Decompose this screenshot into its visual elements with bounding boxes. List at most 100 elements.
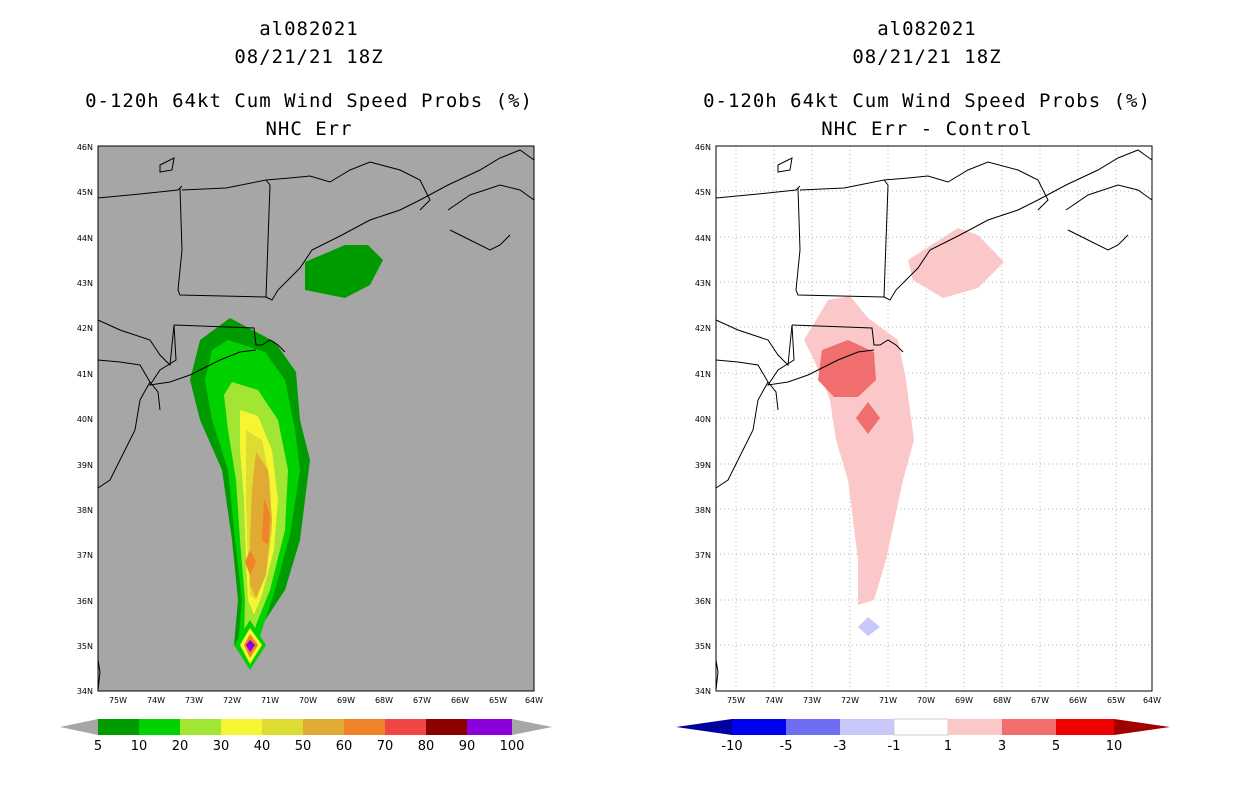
colorbar-label: 100 [500, 739, 525, 754]
map-subtitle: NHC Err - Control [821, 118, 1033, 140]
colorbar-segment [426, 719, 467, 735]
map-subtitle: NHC Err [265, 118, 353, 140]
lat-label: 41N [695, 370, 711, 379]
datetime: 08/21/21 18Z [234, 46, 384, 68]
lat-label: 36N [695, 597, 711, 606]
lat-label: 42N [695, 324, 711, 333]
lon-label: 64W [525, 696, 543, 705]
lon-label: 66W [451, 696, 469, 705]
coastlines [97, 149, 535, 691]
colorbar-segment [786, 719, 840, 735]
colorbar-label: 40 [254, 739, 271, 754]
colorbar-low-arrow [60, 719, 98, 735]
colorbar-label: 10 [1106, 739, 1123, 754]
lat-label: 39N [77, 461, 93, 470]
lat-label: 38N [77, 506, 93, 515]
colorbar-segment [139, 719, 180, 735]
lon-label: 72W [841, 696, 859, 705]
storm-id: al082021 [877, 18, 977, 40]
lat-label: 36N [77, 597, 93, 606]
lat-label: 37N [77, 551, 93, 560]
lat-label: 46N [77, 143, 93, 152]
map-background [98, 146, 534, 691]
map-svg: 46N 45N 44N 43N 42N 41N 40N 39N 38N 37N … [60, 143, 552, 754]
lat-label: 44N [77, 234, 93, 243]
lon-label: 68W [375, 696, 393, 705]
lat-label: 35N [77, 642, 93, 651]
colorbar-label: 5 [94, 739, 102, 754]
lat-label: 42N [77, 324, 93, 333]
probability-contours [190, 245, 383, 670]
latitude-labels: 46N 45N 44N 43N 42N 41N 40N 39N 38N 37N … [77, 143, 93, 696]
map-svg: 46N 45N 44N 43N 42N 41N 40N 39N 38N 37N … [676, 143, 1170, 754]
colorbar-low-arrow [676, 719, 732, 735]
lon-label: 74W [765, 696, 783, 705]
colorbar-high-arrow [1114, 719, 1170, 735]
colorbar-segment [732, 719, 786, 735]
longitude-labels: 75W 74W 73W 72W 71W 70W 69W 68W 67W 66W … [727, 696, 1161, 705]
lon-label: 71W [261, 696, 279, 705]
lat-label: 41N [77, 370, 93, 379]
colorbar-labels: -10 -5 -3 -1 1 3 5 10 [721, 739, 1122, 754]
colorbar-segment [1056, 719, 1114, 735]
lon-label: 69W [955, 696, 973, 705]
colorbar [676, 718, 1170, 736]
difference-contours [804, 228, 1004, 636]
colorbar-segment [180, 719, 221, 735]
lon-label: 65W [489, 696, 507, 705]
colorbar-segment [467, 719, 512, 735]
colorbar-label: 30 [213, 739, 230, 754]
colorbar-segment [840, 719, 894, 735]
lon-label: 65W [1107, 696, 1125, 705]
colorbar-label: 1 [944, 739, 952, 754]
colorbar [60, 719, 552, 735]
lat-label: 38N [695, 506, 711, 515]
lat-label: 39N [695, 461, 711, 470]
map-frame [97, 145, 535, 692]
colorbar-labels: 5 10 20 30 40 50 60 70 80 90 100 [94, 739, 525, 754]
lon-label: 75W [727, 696, 745, 705]
colorbar-segment [221, 719, 262, 735]
lat-label: 34N [695, 687, 711, 696]
map-title: 0-120h 64kt Cum Wind Speed Probs (%) [703, 90, 1151, 112]
colorbar-segment [948, 719, 1002, 735]
lon-label: 74W [147, 696, 165, 705]
colorbar-label: -10 [721, 739, 742, 754]
lat-label: 43N [77, 279, 93, 288]
lon-label: 70W [917, 696, 935, 705]
lat-label: 34N [77, 687, 93, 696]
lon-label: 73W [803, 696, 821, 705]
colorbar-label: 80 [418, 739, 435, 754]
lat-label: 45N [695, 188, 711, 197]
colorbar-label: -1 [888, 739, 901, 754]
contour-3-to-5 [818, 340, 876, 397]
lat-label: 46N [695, 143, 711, 152]
colorbar-label: -5 [780, 739, 793, 754]
lat-label: 40N [695, 415, 711, 424]
colorbar-segment [344, 719, 385, 735]
colorbar-segment [262, 719, 303, 735]
coastlines [715, 149, 1153, 691]
lon-label: 69W [337, 696, 355, 705]
colorbar-label: 60 [336, 739, 353, 754]
contour-at-35n [246, 640, 255, 652]
colorbar-label: 20 [172, 739, 189, 754]
lat-label: 44N [695, 234, 711, 243]
colorbar-segment [1002, 719, 1056, 735]
contour-1-to-3 [908, 228, 1004, 298]
latitude-labels: 46N 45N 44N 43N 42N 41N 40N 39N 38N 37N … [695, 143, 711, 696]
colorbar-label: 10 [131, 739, 148, 754]
colorbar-segment [98, 719, 139, 735]
colorbar-segment [893, 718, 949, 736]
colorbar-segment [303, 719, 344, 735]
map-frame [715, 145, 1153, 692]
lon-label: 73W [185, 696, 203, 705]
map-title: 0-120h 64kt Cum Wind Speed Probs (%) [85, 90, 533, 112]
contour-5 [305, 245, 383, 298]
colorbar-label: 5 [1052, 739, 1060, 754]
colorbar-label: -3 [834, 739, 847, 754]
lon-label: 71W [879, 696, 897, 705]
lon-label: 66W [1069, 696, 1087, 705]
lon-label: 75W [109, 696, 127, 705]
colorbar-label: 70 [377, 739, 394, 754]
